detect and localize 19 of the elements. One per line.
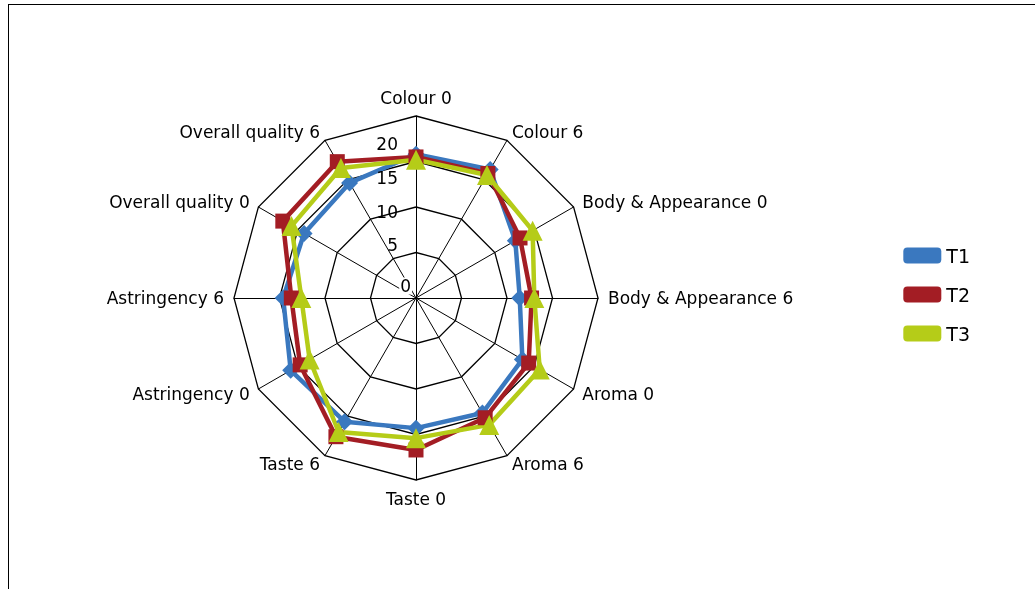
spoke-label: Aroma 6 [512,454,584,475]
spoke-label: Astringency 6 [106,288,224,308]
legend-label: T3 [945,322,971,345]
spoke-label: Overall quality 0 [109,192,250,212]
spoke-label: Aroma 0 [582,384,655,404]
y-tick-label: 5 [387,235,398,256]
spoke-label: Body & Appearance 6 [608,288,794,308]
y-tick-label: 15 [376,167,398,188]
spoke-label: Astringency 0 [132,384,250,404]
spoke-label: Colour 0 [380,87,452,108]
y-tick-label: 0 [400,276,411,296]
spoke-label: Taste 6 [258,454,320,475]
spoke-label: Taste 0 [384,488,447,509]
spoke-label: Colour 6 [512,121,584,142]
y-tick-label: 20 [376,134,398,155]
spoke-label: Overall quality 6 [179,121,320,142]
spoke-label: Body & Appearance 0 [582,192,768,212]
legend-label: T2 [945,283,971,306]
legend-label: T1 [945,244,971,267]
